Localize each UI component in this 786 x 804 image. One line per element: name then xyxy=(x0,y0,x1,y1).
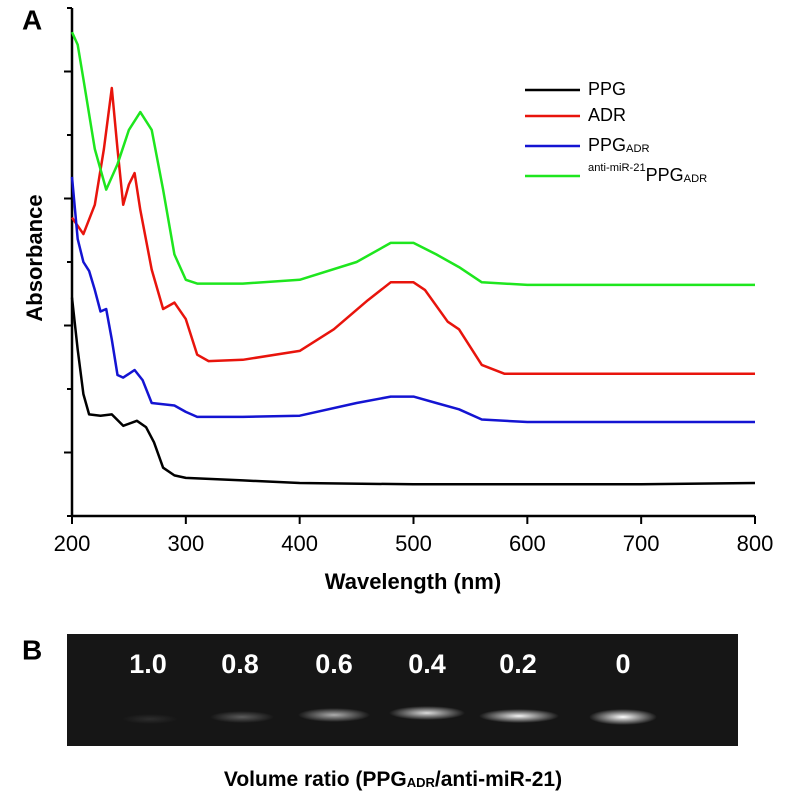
text-part: ADR xyxy=(626,143,650,155)
text-part: PPG xyxy=(646,165,684,185)
text-part: PPG xyxy=(588,135,626,155)
plot-area: 200 300 400 500 600 700 800 xyxy=(54,7,774,556)
data-line xyxy=(70,31,755,287)
legend-label: anti-miR-21PPGADR xyxy=(588,162,707,185)
text-part: PPG xyxy=(588,79,626,99)
gel-band xyxy=(479,709,559,723)
gel-bands xyxy=(122,706,657,725)
x-tick-label: 600 xyxy=(509,531,546,556)
gel-caption: Volume ratio (PPGADR/anti-miR-21) xyxy=(224,768,562,791)
x-axis-title: Wavelength (nm) xyxy=(325,569,501,594)
gel-image xyxy=(67,634,738,746)
gel-band xyxy=(210,711,274,723)
text-part: ADR xyxy=(684,173,708,185)
legend-label: PPGADR xyxy=(588,135,650,156)
gel-band xyxy=(589,709,657,725)
lane-label: 0.8 xyxy=(221,649,259,679)
y-axis-title: Absorbance xyxy=(22,194,47,321)
lane-label: 0.2 xyxy=(499,649,537,679)
lane-label: 1.0 xyxy=(129,649,167,679)
text-part: /anti-miR-21) xyxy=(435,768,562,791)
data-line xyxy=(70,297,756,486)
legend-label: ADR xyxy=(588,105,626,125)
text-part: Volume ratio (PPG xyxy=(224,768,407,791)
x-tick-label: 800 xyxy=(737,531,774,556)
x-tick-label: 200 xyxy=(54,531,91,556)
text-part: ADR xyxy=(407,775,436,790)
text-part: ADR xyxy=(588,105,626,125)
legend-label: PPG xyxy=(588,79,626,99)
panel-label: A xyxy=(22,4,42,35)
gel-band xyxy=(298,708,370,722)
x-tick-label: 300 xyxy=(167,531,204,556)
text-part: anti-miR-21 xyxy=(588,162,646,174)
gel-band xyxy=(122,714,178,724)
panel-label: B xyxy=(22,634,42,665)
lane-label: 0 xyxy=(615,649,630,679)
lane-label: 0.6 xyxy=(315,649,353,679)
lane-label: 0.4 xyxy=(408,649,446,679)
x-tick-label: 400 xyxy=(281,531,318,556)
data-line xyxy=(70,86,755,376)
x-tick-label: 500 xyxy=(395,531,432,556)
data-line xyxy=(70,176,755,424)
gel-lane-labels: 1.0 0.8 0.6 0.4 0.2 0 xyxy=(129,649,630,679)
gel-band xyxy=(389,706,465,720)
x-tick-label: 700 xyxy=(623,531,660,556)
